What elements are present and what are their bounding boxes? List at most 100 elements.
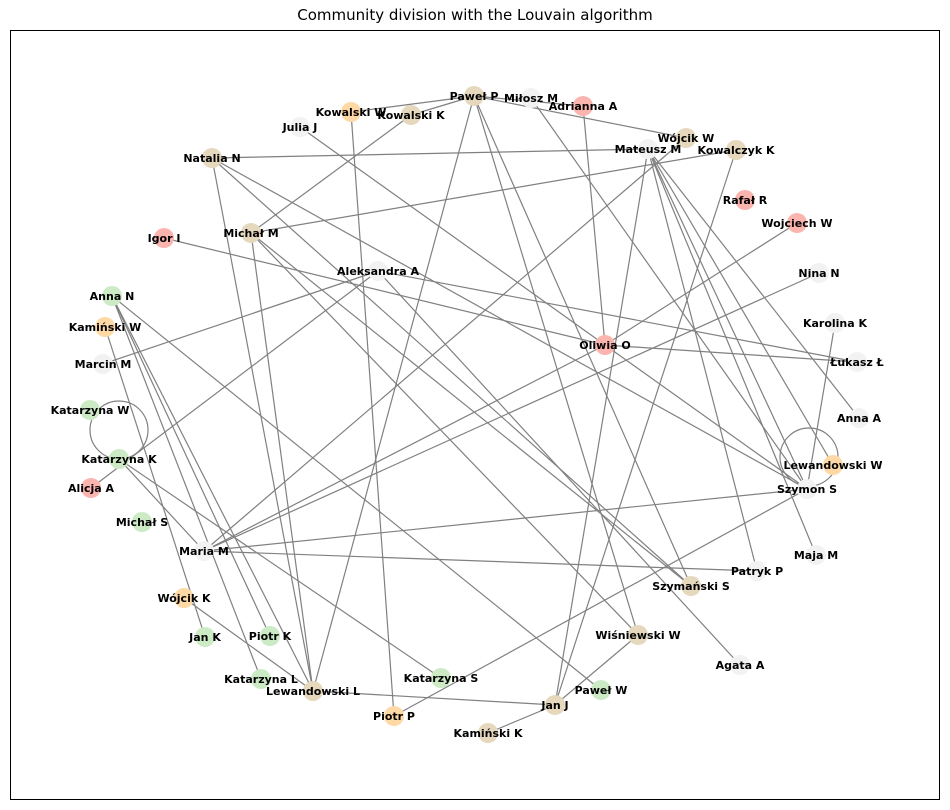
node-katarzyna-k	[109, 449, 129, 469]
edge-adrianna-a-oliwia-o	[582, 105, 606, 346]
node-label-michal-m: Michał M	[223, 227, 278, 240]
node-label-anna-a: Anna A	[837, 412, 881, 425]
edge-anna-n-katarzyna-l	[111, 295, 262, 680]
chart-title: Community division with the Louvain algo…	[297, 6, 653, 24]
edge-mateusz-m-lewandowski-w	[647, 148, 834, 466]
edges-layer	[89, 95, 860, 734]
node-label-igor-i: Igor I	[148, 232, 181, 245]
node-kaminski-w	[95, 317, 115, 337]
edge-pawel-p-kowalski-k	[410, 95, 475, 116]
node-szymon-s	[797, 479, 817, 499]
node-label-katarzyna-l: Katarzyna L	[224, 673, 298, 686]
node-rafal-r	[735, 190, 755, 210]
node-kowalski-k	[401, 105, 421, 125]
edge-mateusz-m-patryk-p	[647, 148, 758, 572]
node-katarzyna-s	[431, 668, 451, 688]
node-wojciech-w	[787, 213, 807, 233]
edge-anna-n-pawel-w	[111, 295, 602, 691]
node-label-piotr-k: Piotr K	[249, 630, 292, 643]
edge-katarzyna-k-katarzyna-s	[118, 458, 442, 679]
node-kowalczyk-k	[726, 140, 746, 160]
node-label-natalia-n: Natalia N	[183, 152, 240, 165]
node-agata-a	[730, 655, 750, 675]
node-label-aleksandra-a: Aleksandra A	[337, 265, 419, 278]
node-label-katarzyna-s: Katarzyna S	[404, 672, 479, 685]
node-karolina-k	[825, 313, 845, 333]
node-natalia-n	[202, 148, 222, 168]
edge-szymon-s-piotr-p	[393, 488, 808, 717]
node-label-jan-k: Jan K	[188, 631, 221, 644]
node-szymanski-s	[681, 576, 701, 596]
node-wisniewski-w	[628, 625, 648, 645]
edge-lewandowski-l-jan-j	[312, 690, 556, 706]
node-michal-s	[132, 512, 152, 532]
plot-frame	[10, 30, 940, 800]
node-label-anna-n: Anna N	[90, 290, 135, 303]
edge-oliwia-o-maria-m	[203, 344, 606, 552]
edge-wojcik-k-lewandowski-l	[183, 597, 314, 692]
node-label-maria-m: Maria M	[179, 545, 229, 558]
node-jan-j	[545, 695, 565, 715]
edge-nina-n-maria-m	[203, 272, 820, 552]
node-label-oliwia-o: Oliwia O	[579, 339, 630, 352]
edge-mateusz-m-jan-j	[554, 148, 649, 706]
node-label-jan-j: Jan J	[540, 699, 568, 712]
edge-mateusz-m-szymon-s	[647, 148, 808, 490]
node-label-kowalski-k: Kowalski K	[377, 109, 445, 122]
node-julia-j	[290, 117, 310, 137]
node-pawel-p	[464, 86, 484, 106]
edge-aleksandra-a-marcin-m	[102, 270, 379, 365]
node-label-kaminski-w: Kamiński W	[69, 321, 142, 334]
node-label-adrianna-a: Adrianna A	[549, 100, 618, 113]
node-katarzyna-w	[80, 400, 100, 420]
edge-maria-m-patryk-p	[203, 550, 758, 572]
edge-oliwia-o-szymon-s	[604, 344, 808, 490]
node-label-wojcik-k: Wójcik K	[157, 592, 211, 605]
node-aleksandra-a	[368, 261, 388, 281]
edge-kowalski-k-michal-m	[250, 114, 412, 234]
node-adrianna-a	[573, 96, 593, 116]
node-label-karolina-k: Karolina K	[803, 317, 868, 330]
node-wojcik-k	[174, 588, 194, 608]
edge-anna-n-piotr-k	[111, 295, 271, 637]
edge-natalia-n-szymanski-s	[211, 157, 692, 587]
edge-mateusz-m-maja-m	[647, 148, 817, 556]
edge-oliwia-o-lukasz-l	[604, 344, 858, 363]
node-igor-i	[154, 228, 174, 248]
node-oliwia-o	[595, 335, 615, 355]
node-anna-n	[102, 286, 122, 306]
node-kaminski-k	[478, 723, 498, 743]
node-label-mateusz-m: Mateusz M	[615, 143, 682, 156]
edge-pawel-p-wojcik-w	[473, 95, 687, 139]
node-label-wojciech-w: Wojciech W	[761, 217, 832, 230]
node-wojcik-w	[676, 128, 696, 148]
edge-kowalczyk-k-michal-m	[250, 149, 737, 234]
node-label-rafal-r: Rafał R	[723, 194, 768, 207]
node-patryk-p	[747, 561, 767, 581]
node-lewandowski-w	[823, 455, 843, 475]
node-mateusz-m	[638, 139, 658, 159]
node-label-szymon-s: Szymon S	[777, 483, 837, 496]
node-label-piotr-p: Piotr P	[373, 710, 415, 723]
node-maja-m	[806, 545, 826, 565]
node-label-katarzyna-w: Katarzyna W	[51, 404, 130, 417]
node-marcin-m	[93, 354, 113, 374]
edge-michal-m-szymanski-s	[250, 232, 692, 587]
node-label-nina-n: Nina N	[798, 267, 839, 280]
node-label-agata-a: Agata A	[716, 659, 765, 672]
edge-pawel-p-kowalski-w	[350, 95, 475, 113]
nodes-layer	[80, 86, 869, 743]
edge-anna-n-lewandowski-l	[111, 295, 314, 692]
node-label-marcin-m: Marcin M	[75, 358, 132, 371]
node-michal-m	[241, 223, 261, 243]
edge-pawel-p-wisniewski-w	[473, 95, 639, 636]
node-pawel-w	[591, 680, 611, 700]
node-label-michal-s: Michał S	[116, 516, 168, 529]
edge-pawel-p-lewandowski-l	[312, 95, 475, 692]
node-label-wojcik-w: Wójcik W	[658, 132, 715, 145]
edge-jan-j-wisniewski-w	[554, 634, 639, 706]
node-piotr-k	[260, 626, 280, 646]
node-anna-a	[849, 408, 869, 428]
